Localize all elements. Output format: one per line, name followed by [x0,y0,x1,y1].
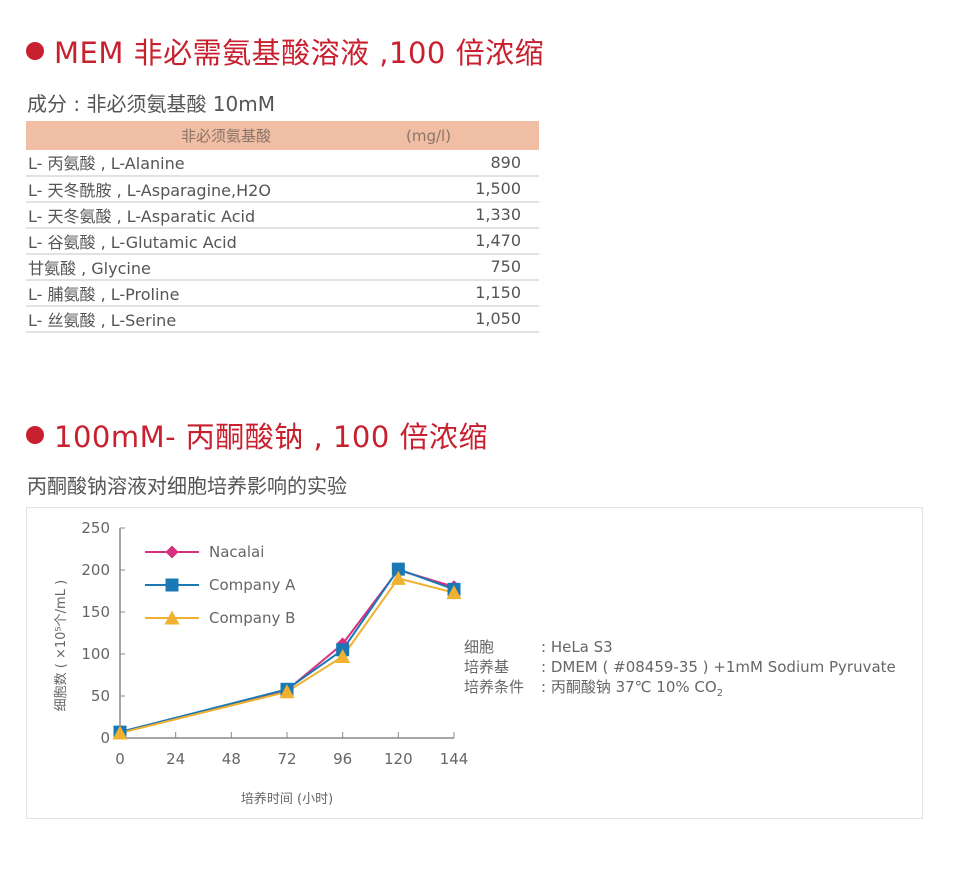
x-tick-label: 120 [384,750,413,768]
section-title-mem: MEM 非必需氨基酸溶液 ,100 倍浓缩 [26,30,544,72]
amino-acid-value: 1,050 [406,305,539,333]
triangle-marker-icon [112,725,128,740]
legend-label-nacalai: Nacalai [209,543,264,561]
x-tick-label: 24 [166,750,185,768]
amino-acid-name: L- 天冬酰胺 , L-Asparagine,H2O [26,175,406,203]
table-row: L- 丝氨酸 , L-Serine 1,050 [26,305,539,333]
y-tick-label: 50 [91,687,110,705]
amino-acid-value: 1,330 [406,201,539,229]
triangle-marker-icon [335,649,351,664]
amino-acid-value: 1,150 [406,279,539,307]
amino-acid-name: L- 丝氨酸 , L-Serine [26,305,406,333]
info-row-conditions: 培养条件 : 丙酮酸钠 37℃ 10% CO2 [464,678,724,699]
y-tick-label: 200 [81,561,110,579]
x-axis-title: 培养时间 (小时) [241,791,333,807]
x-tick-label: 0 [115,750,125,768]
info-row-medium: 培养基 : DMEM ( #08459-35 ) +1mM Sodium Pyr… [464,658,896,676]
amino-acid-name: L- 脯氨酸 , L-Proline [26,279,406,307]
table-row: L- 谷氨酸 , L-Glutamic Acid 1,470 [26,227,539,255]
table-header-row: 非必须氨基酸 (mg/l) [26,121,539,150]
y-axis-title: 细胞数 ( ×10⁵个/mL ) [54,580,69,711]
x-tick-label: 144 [440,750,469,768]
y-tick-label: 100 [81,645,110,663]
triangle-marker-icon [164,610,180,625]
header-amino-acid: 非必须氨基酸 [26,121,406,150]
amino-acid-name: L- 丙氨酸 , L-Alanine [26,150,406,177]
amino-acid-value: 1,500 [406,175,539,203]
y-tick-label: 0 [100,729,110,747]
diamond-marker-icon [165,545,179,559]
y-tick-label: 150 [81,603,110,621]
y-tick-label: 250 [81,519,110,537]
growth-line-chart: 0 50 100 150 200 250 0 24 48 72 96 120 144 培养时间 (小时) 细… [54,519,469,807]
x-tick-label: 48 [222,750,241,768]
table-row: L- 脯氨酸 , L-Proline 1,150 [26,279,539,307]
chart-panel: 0 50 100 150 200 250 0 24 48 72 96 120 144 培养时间 (小时) 细… [26,507,923,819]
amino-acid-name: 甘氨酸 , Glycine [26,253,406,281]
square-marker-icon [391,562,405,576]
info-row-cell: 细胞 : HeLa S3 [464,638,613,656]
table-row: L- 丙氨酸 , L-Alanine 890 [26,150,539,177]
triangle-marker-icon [279,684,295,699]
composition-subtitle: 成分 : 非必须氨基酸 10mM [27,92,275,116]
amino-acid-table: 非必须氨基酸 (mg/l) L- 丙氨酸 , L-Alanine 890 L- 天冬… [26,121,539,333]
legend-label-company-b: Company B [209,609,295,627]
triangle-marker-icon [390,570,406,585]
amino-acid-value: 1,470 [406,227,539,255]
legend-label-company-a: Company A [209,576,296,594]
square-marker-icon [165,578,179,592]
section-title-text: MEM 非必需氨基酸溶液 ,100 倍浓缩 [54,36,545,70]
series-line-company-b [119,577,455,734]
table-row: 甘氨酸 , Glycine 750 [26,253,539,281]
amino-acid-name: L- 天冬氨酸 , L-Asparatic Acid [26,201,406,229]
triangle-marker-icon [446,585,462,600]
section-title-text: 100mM- 丙酮酸钠 , 100 倍浓缩 [54,420,489,454]
header-unit: (mg/l) [406,121,539,150]
experiment-subtitle: 丙酮酸钠溶液对细胞培养影响的实验 [27,474,347,498]
table-row: L- 天冬酰胺 , L-Asparagine,H2O 1,500 [26,175,539,203]
series-line-nacalai [119,569,455,734]
bullet-dot-icon [26,426,44,444]
x-tick-label: 72 [277,750,296,768]
amino-acid-value: 890 [406,150,539,177]
amino-acid-name: L- 谷氨酸 , L-Glutamic Acid [26,227,406,255]
table-row: L- 天冬氨酸 , L-Asparatic Acid 1,330 [26,201,539,229]
amino-acid-value: 750 [406,253,539,281]
section-title-pyruvate: 100mM- 丙酮酸钠 , 100 倍浓缩 [26,414,488,456]
x-tick-label: 96 [333,750,352,768]
bullet-dot-icon [26,42,44,60]
experiment-info: 细胞 : HeLa S3 培养基 : DMEM ( #08459-35 ) +1… [464,637,896,704]
